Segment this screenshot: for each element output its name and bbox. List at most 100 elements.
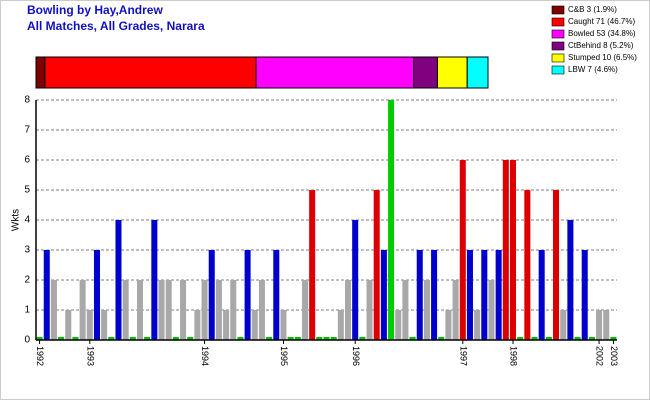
bar [280, 310, 287, 340]
legend-swatch [551, 41, 565, 51]
bar [101, 310, 108, 340]
bar [194, 310, 201, 340]
legend-label: CtBehind 8 (5.2%) [568, 41, 634, 50]
bar [466, 250, 473, 340]
legend-label: Bowled 53 (34.8%) [568, 29, 636, 38]
y-tick-label: 2 [24, 275, 30, 286]
x-tick-label: 1993 [85, 346, 95, 366]
bar [144, 337, 151, 340]
bar [287, 337, 294, 340]
bar [136, 280, 144, 340]
legend-swatch [551, 29, 565, 39]
bar [445, 310, 452, 340]
bar [509, 160, 517, 340]
bar [574, 337, 581, 340]
x-tick-label: 1996 [351, 346, 361, 366]
bar [79, 280, 86, 340]
bar [93, 250, 100, 340]
bar [588, 337, 595, 340]
bar [603, 310, 610, 340]
legend-label: Stumped 10 (6.5%) [568, 53, 637, 62]
legend-swatch [551, 65, 565, 75]
bar [502, 160, 509, 340]
bar [380, 250, 387, 340]
legend-label: Caught 71 (46.7%) [568, 17, 635, 26]
bar [402, 280, 409, 340]
y-tick-label: 3 [24, 245, 30, 256]
bar [553, 190, 560, 340]
bar [330, 337, 337, 340]
bar [409, 337, 416, 340]
y-tick-label: 6 [24, 155, 30, 166]
y-tick-label: 0 [24, 335, 30, 346]
bar [352, 220, 359, 340]
bar [567, 220, 574, 340]
bar [108, 337, 115, 340]
bar [545, 337, 552, 340]
bar [43, 250, 50, 340]
breakdown-segment [413, 56, 438, 89]
legend-swatch [551, 53, 565, 63]
legend-label: C&B 3 (1.9%) [568, 5, 617, 14]
bar [165, 280, 172, 340]
bar [359, 337, 366, 340]
y-axis-label: Wkts [11, 209, 22, 231]
bar [517, 337, 524, 340]
bar [58, 337, 65, 340]
x-tick-label: 1997 [458, 346, 468, 366]
bar [187, 337, 194, 340]
bar [459, 160, 466, 340]
bar [481, 250, 488, 340]
breakdown-segment [436, 56, 468, 89]
bar [36, 337, 43, 340]
bar [474, 310, 481, 340]
bar [273, 250, 280, 340]
bar [244, 250, 251, 340]
bar [337, 310, 344, 340]
bar [524, 190, 531, 340]
bar [180, 280, 187, 340]
bar [301, 280, 308, 340]
bar [560, 310, 567, 340]
bar [258, 280, 265, 340]
bar [531, 337, 538, 340]
legend-label: LBW 7 (4.6%) [568, 65, 618, 74]
bar [309, 190, 316, 340]
bar [122, 280, 129, 340]
bar [50, 280, 57, 340]
breakdown-segment [44, 56, 257, 89]
chart-title: Bowling by Hay,Andrew [27, 3, 163, 17]
y-tick-label: 7 [24, 125, 30, 136]
x-tick-label: 1994 [200, 346, 210, 366]
chart-subtitle: All Matches, All Grades, Narara [27, 19, 205, 33]
bar [431, 250, 438, 340]
bar [488, 280, 495, 340]
y-tick-label: 5 [24, 185, 30, 196]
bar [65, 310, 72, 340]
bar [323, 337, 330, 340]
bar [208, 250, 215, 340]
x-tick-label: 1998 [509, 346, 519, 366]
breakdown-segment [466, 56, 489, 89]
bar [596, 310, 603, 340]
y-tick-label: 8 [24, 95, 30, 106]
bar [345, 280, 352, 340]
bar [438, 337, 445, 340]
bar [223, 310, 230, 340]
y-tick-label: 4 [24, 215, 30, 226]
breakdown-segment [35, 56, 46, 89]
bar [201, 280, 208, 340]
x-tick-label: 2003 [609, 346, 619, 366]
bar [172, 337, 179, 340]
bar [86, 310, 93, 340]
bar [129, 337, 136, 340]
bar [151, 220, 158, 340]
bar [538, 250, 545, 340]
bar [395, 310, 402, 340]
bar [115, 220, 122, 340]
bar [294, 337, 301, 340]
bar [373, 190, 380, 340]
x-tick-label: 2002 [595, 346, 605, 366]
bar [251, 310, 258, 340]
